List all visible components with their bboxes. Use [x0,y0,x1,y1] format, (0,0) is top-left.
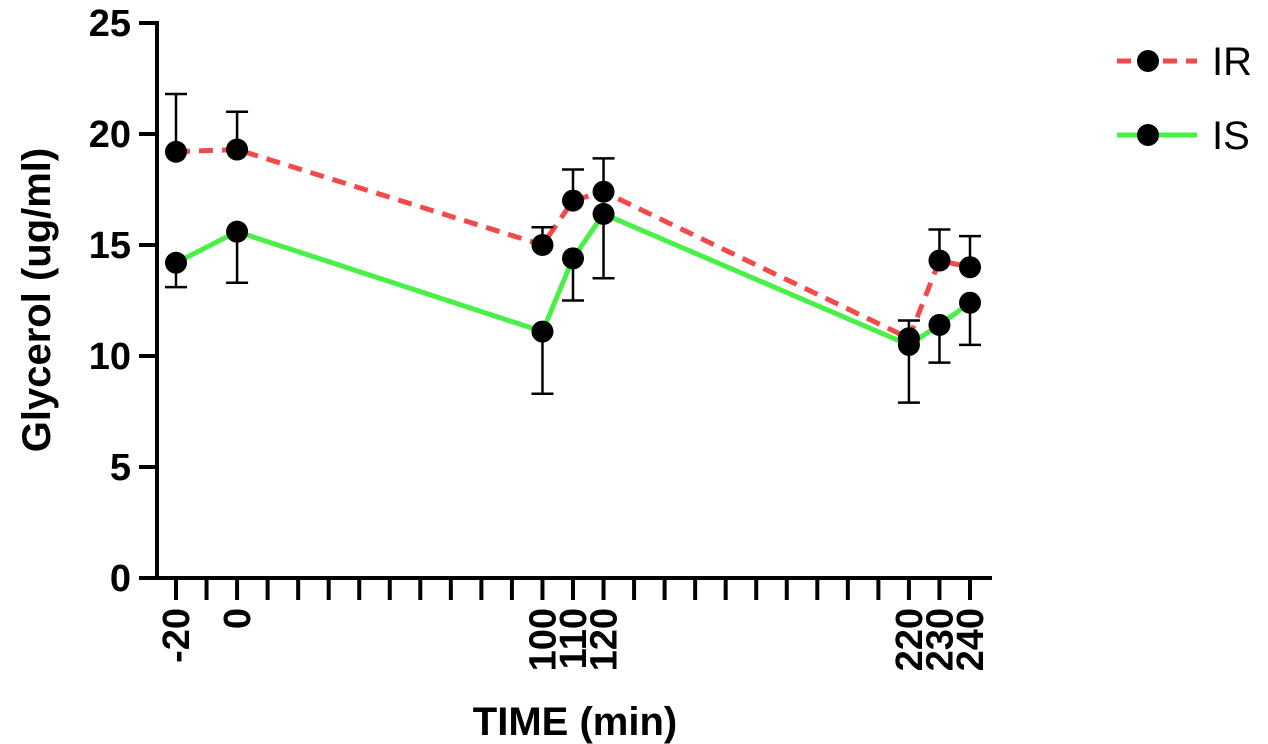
legend-marker-IS [1137,124,1159,146]
data-point-IS [897,333,920,356]
data-point-IS [928,313,951,336]
data-point-IS [592,202,615,225]
y-tick-label: 5 [110,447,131,489]
data-point-IR [959,256,981,279]
y-tick-label: 10 [89,336,131,378]
x-tick-label: 100 [522,608,564,671]
y-tick-label: 25 [89,3,131,45]
x-axis-label: TIME (min) [473,700,677,744]
data-point-IR [531,234,554,256]
data-point-IR [928,249,951,272]
data-point-IS [562,247,584,270]
legend: IR IS [1117,40,1252,158]
data-point-IS [959,291,981,314]
y-tick-label: 20 [89,114,131,156]
data-point-IR [562,189,584,212]
x-tick-label: 120 [584,608,626,671]
data-point-IS [226,220,249,243]
data-point-IR [592,180,615,203]
x-tick-label: 220 [889,608,931,671]
data-point-IR [226,138,249,161]
y-tick-label: 15 [89,225,131,267]
x-tick-label: 240 [950,608,992,671]
data-point-IS [531,320,554,343]
data-point-IS [165,251,187,274]
x-tick-label: 110 [553,608,595,669]
legend-label-IR: IR [1212,40,1252,84]
x-tick-label: 0 [217,608,259,629]
y-axis-label: Glycerol (ug/ml) [15,148,59,453]
series-layer [165,92,981,404]
data-point-IR [165,140,187,163]
x-tick-label: 230 [919,608,961,671]
y-tick-label: 0 [110,558,131,600]
x-tick-label: -20 [156,608,198,663]
legend-label-IS: IS [1212,114,1250,158]
legend-marker-IR [1137,50,1159,72]
series-line-IR [175,147,971,342]
